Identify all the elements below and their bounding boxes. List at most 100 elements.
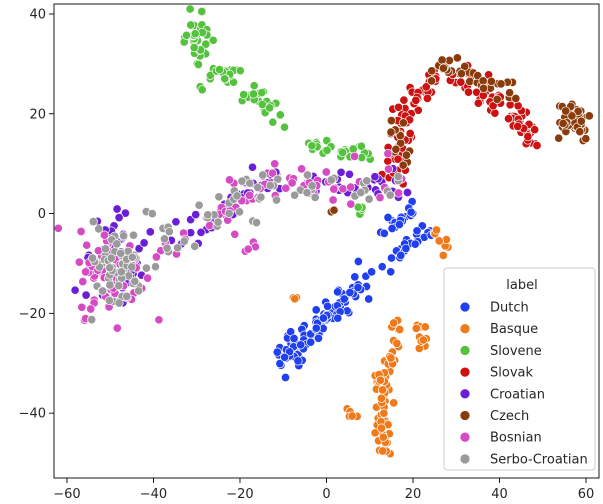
data-point xyxy=(486,76,496,86)
data-point xyxy=(321,167,331,177)
data-point xyxy=(280,372,291,383)
data-point xyxy=(338,184,348,194)
data-point xyxy=(503,114,514,124)
data-point xyxy=(401,150,412,160)
legend-marker xyxy=(459,388,471,400)
data-point xyxy=(147,209,157,219)
legend-marker xyxy=(459,366,471,378)
data-point xyxy=(290,294,300,304)
legend-label: Slovak xyxy=(490,366,533,381)
data-point xyxy=(401,243,411,254)
legend-label: Croatian xyxy=(490,387,545,402)
data-point xyxy=(112,204,122,214)
data-point xyxy=(418,335,428,345)
data-point xyxy=(239,90,249,100)
legend-marker xyxy=(459,410,471,421)
data-point xyxy=(232,191,242,201)
data-point xyxy=(567,111,577,121)
data-point xyxy=(573,106,583,116)
data-point xyxy=(322,145,332,155)
legend-marker xyxy=(459,453,471,465)
data-point xyxy=(488,101,498,111)
data-point xyxy=(268,168,278,178)
data-point xyxy=(230,229,240,239)
data-points xyxy=(53,4,594,459)
data-point xyxy=(289,333,299,344)
data-point xyxy=(214,65,225,75)
data-point xyxy=(398,160,408,170)
data-point xyxy=(307,141,317,151)
data-point xyxy=(311,305,321,315)
data-point xyxy=(190,241,200,251)
data-point xyxy=(220,74,230,84)
data-point xyxy=(77,302,87,312)
data-point xyxy=(98,286,108,296)
data-point xyxy=(214,192,224,202)
data-point xyxy=(391,144,401,154)
data-point xyxy=(379,228,389,238)
data-point xyxy=(164,227,174,237)
data-point xyxy=(105,280,115,290)
data-point xyxy=(290,190,300,200)
data-point xyxy=(253,182,263,193)
data-point xyxy=(333,313,343,323)
data-point xyxy=(94,224,104,234)
data-point xyxy=(496,79,506,89)
data-point xyxy=(558,118,568,128)
data-point xyxy=(328,195,338,205)
data-point xyxy=(265,180,275,191)
data-point xyxy=(394,219,404,230)
data-point xyxy=(411,323,421,333)
data-point xyxy=(523,132,533,142)
data-point xyxy=(247,162,258,172)
data-point xyxy=(205,70,215,80)
y-tick-label: −40 xyxy=(19,407,46,422)
data-point xyxy=(181,30,192,40)
data-point xyxy=(186,20,196,30)
data-point xyxy=(393,172,403,182)
data-point xyxy=(145,227,155,237)
data-point xyxy=(245,178,255,188)
data-point xyxy=(505,88,515,98)
data-point xyxy=(248,89,259,99)
data-point xyxy=(81,290,91,300)
data-point xyxy=(364,194,374,204)
data-point xyxy=(104,295,114,306)
data-point xyxy=(346,199,356,209)
data-point xyxy=(399,95,409,105)
data-point xyxy=(311,323,321,333)
legend-label: Czech xyxy=(490,409,529,424)
data-point xyxy=(130,276,140,286)
data-point xyxy=(201,39,211,49)
data-point xyxy=(105,263,115,273)
y-axis: −40 −20 0 20 40 xyxy=(19,7,54,422)
data-point xyxy=(370,428,380,438)
data-point xyxy=(293,356,303,366)
data-point xyxy=(420,322,430,332)
data-point xyxy=(81,267,91,277)
data-point xyxy=(326,175,336,185)
data-point xyxy=(383,149,393,159)
data-point xyxy=(575,127,585,137)
y-tick-label: 40 xyxy=(29,7,46,22)
data-point xyxy=(171,217,181,227)
data-point xyxy=(376,423,387,433)
y-tick-label: −20 xyxy=(19,307,46,322)
legend-label: Slovene xyxy=(490,344,542,359)
data-point xyxy=(398,118,408,128)
data-point xyxy=(492,94,502,104)
data-point xyxy=(333,287,343,297)
data-point xyxy=(234,207,245,217)
data-point xyxy=(393,154,403,164)
data-point xyxy=(386,267,396,277)
data-point xyxy=(88,253,98,263)
legend-box xyxy=(443,267,596,471)
data-point xyxy=(189,43,199,53)
x-axis: −60 −40 −20 0 20 40 60 xyxy=(53,478,594,502)
data-point xyxy=(114,281,124,291)
data-point xyxy=(362,176,372,186)
data-point xyxy=(456,77,466,87)
data-point xyxy=(513,121,523,131)
data-point xyxy=(70,285,80,295)
data-point xyxy=(116,248,126,258)
